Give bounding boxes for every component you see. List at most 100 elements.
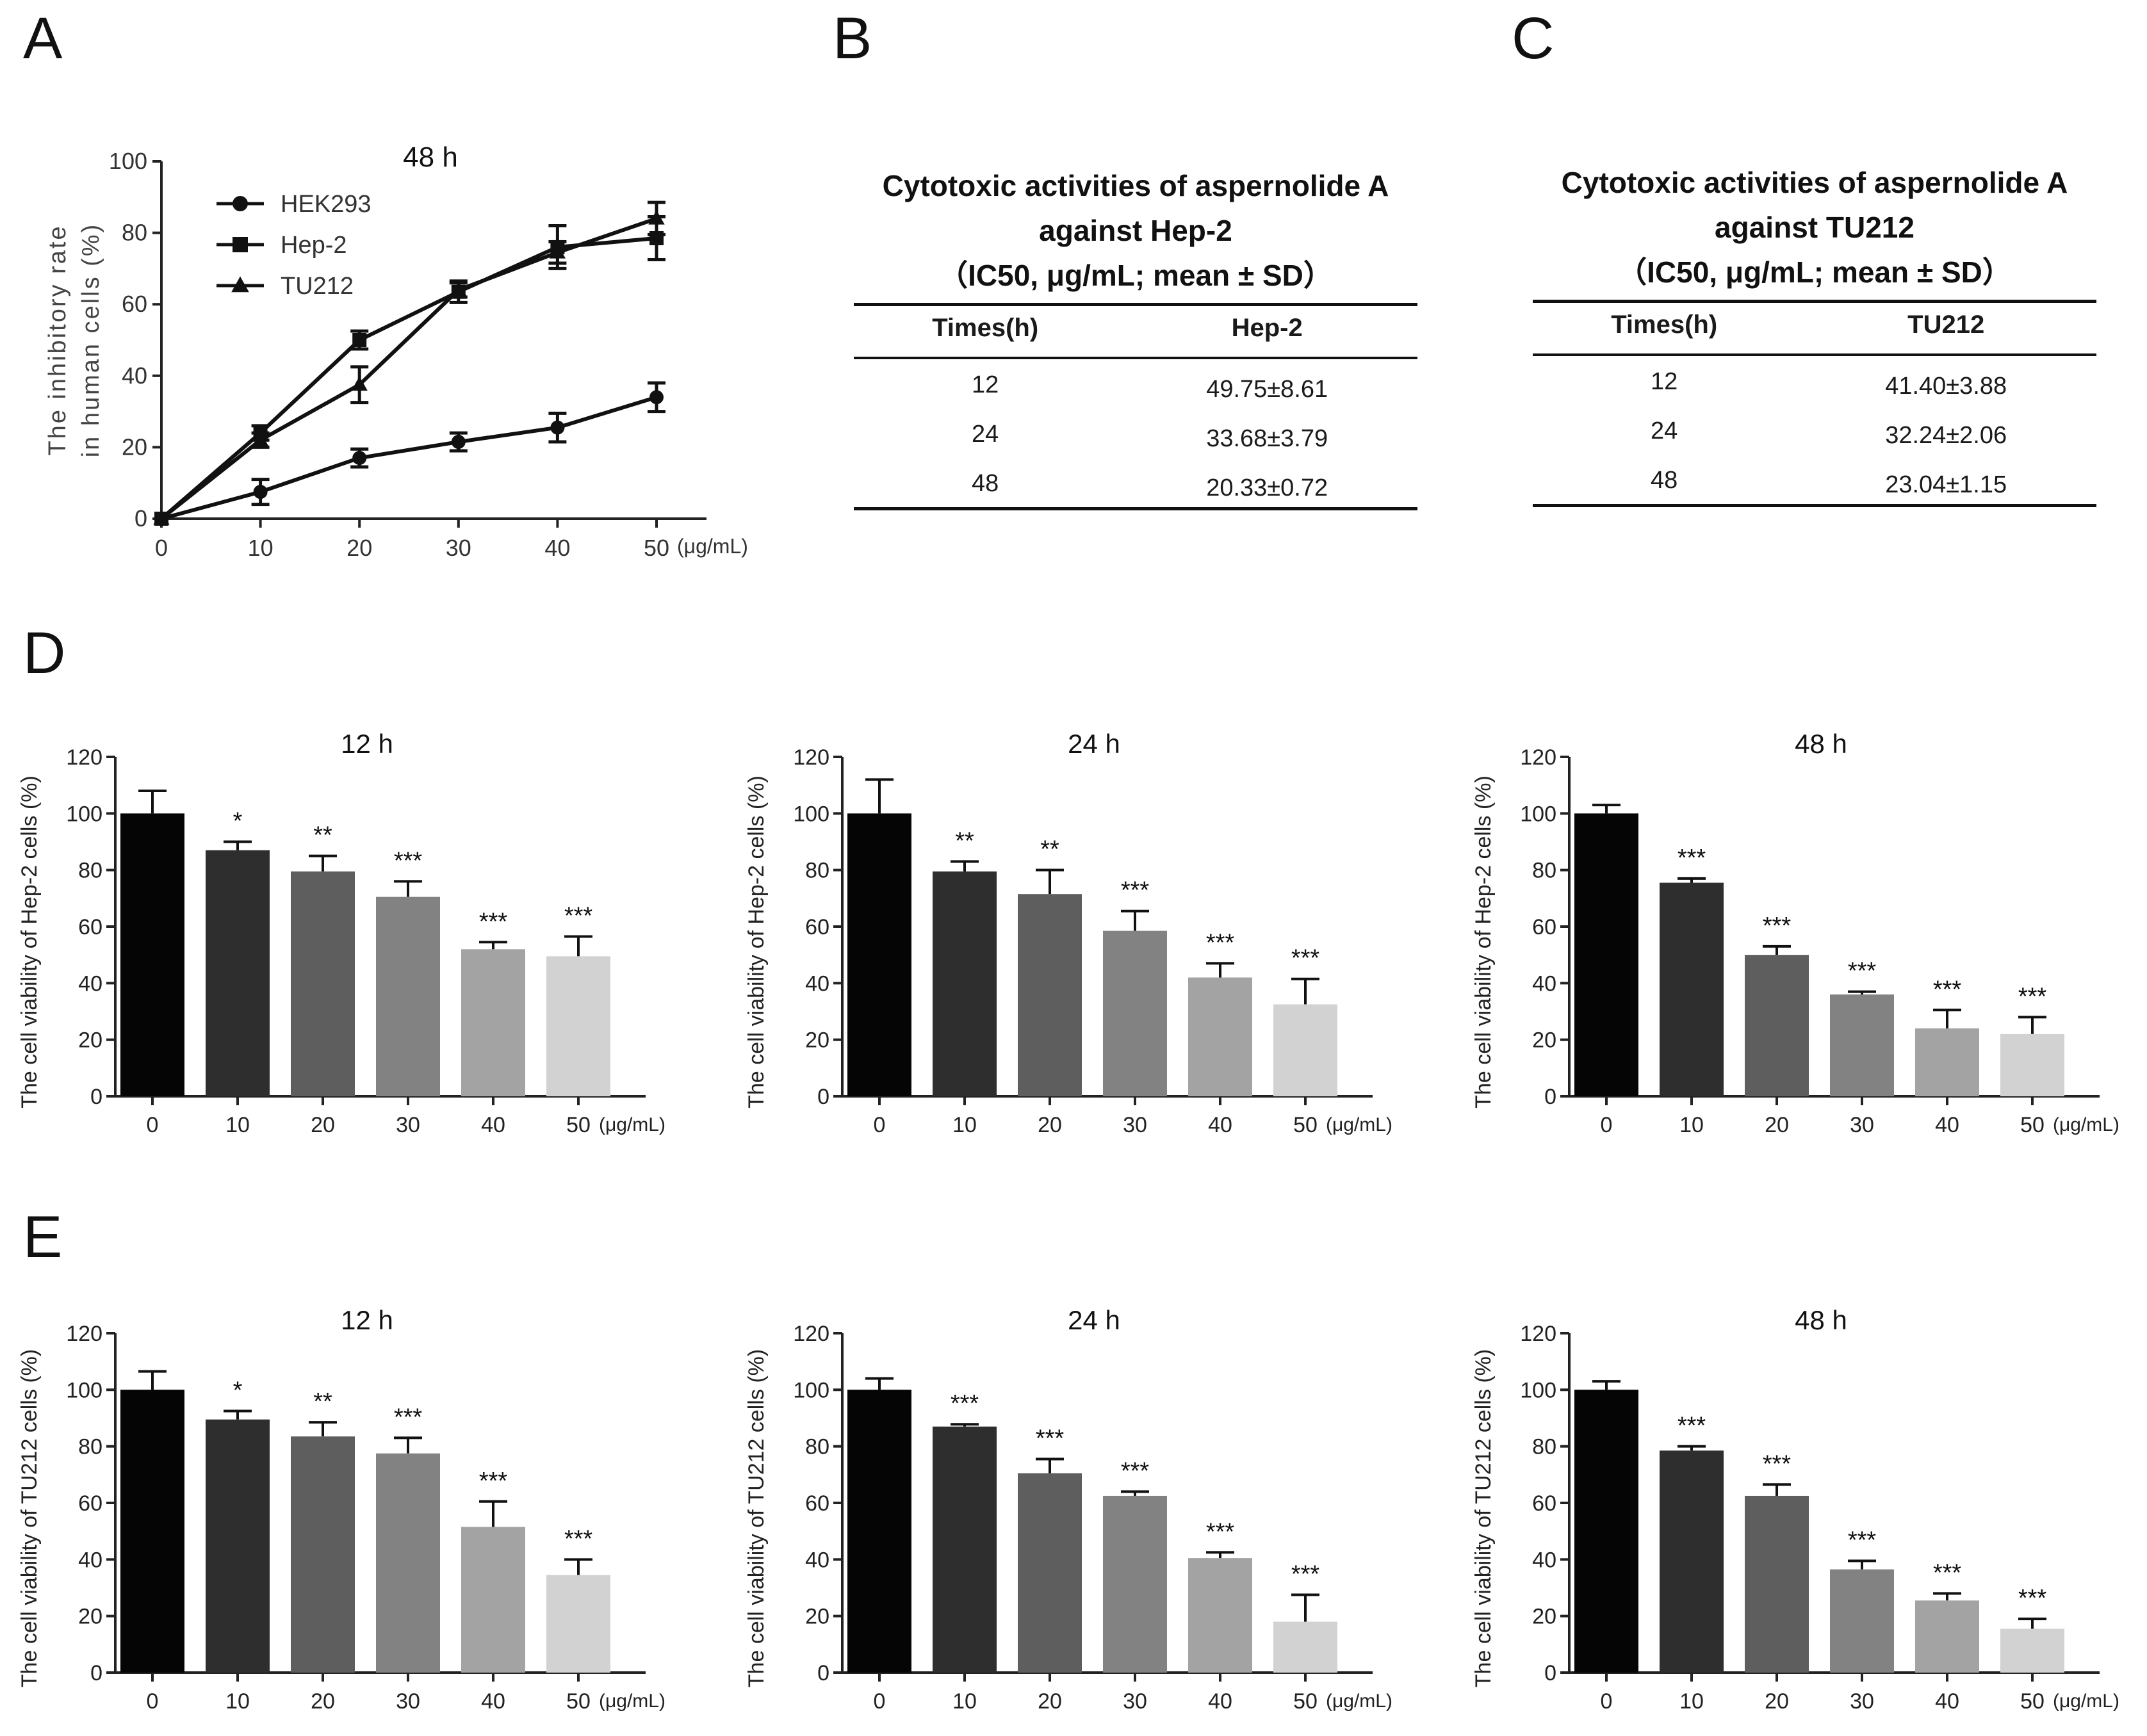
y-tick-label: 40 — [805, 971, 829, 996]
x-tick-label: 0 — [1601, 1113, 1613, 1137]
y-tick-label: 100 — [1520, 1378, 1556, 1402]
y-tick-label: 80 — [805, 859, 829, 883]
bar — [1574, 813, 1638, 1096]
bar — [461, 949, 525, 1096]
x-tick-label: 40 — [1208, 1689, 1232, 1714]
y-tick-label: 20 — [805, 1605, 829, 1629]
x-tick-label: 30 — [1850, 1113, 1874, 1137]
y-tick-label: 0 — [817, 1661, 829, 1685]
legend-marker — [233, 196, 248, 211]
data-point — [550, 420, 565, 435]
bar — [1915, 1600, 1979, 1673]
significance-marker: * — [233, 1377, 243, 1404]
table-row: 48 20.33±0.72 — [854, 458, 1417, 509]
y-tick-label: 100 — [66, 802, 102, 826]
y-tick-label: 80 — [78, 1435, 102, 1459]
cell-ic50: 23.04±1.15 — [1885, 471, 2007, 498]
panel-label-b: B — [833, 6, 872, 71]
x-tick-label: 10 — [248, 535, 273, 561]
ic50-table: Times(h) Hep-2 12 49.75±8.61 24 33.68±3.… — [854, 303, 1417, 510]
x-tick-label: 10 — [225, 1113, 250, 1137]
bar — [2000, 1628, 2064, 1673]
series-hep-2 — [154, 215, 665, 526]
bar — [1660, 1450, 1724, 1673]
x-tick-label: 30 — [1123, 1689, 1147, 1714]
y-tick-label: 120 — [66, 745, 102, 770]
bar — [546, 956, 610, 1096]
x-tick-label: 50 — [566, 1113, 591, 1137]
y-tick-label: 120 — [793, 1322, 829, 1346]
x-tick-label: 10 — [952, 1689, 977, 1714]
significance-marker: *** — [1206, 929, 1235, 956]
y-tick-label: 60 — [78, 915, 102, 939]
y-axis-label: The cell viability of TU212 cells (%) — [1471, 1349, 1496, 1687]
bar — [1188, 1558, 1252, 1673]
y-tick-label: 0 — [135, 505, 147, 531]
bar — [1103, 1495, 1167, 1673]
cell-ic50: 32.24±2.06 — [1885, 422, 2007, 449]
y-tick-label: 100 — [66, 1378, 102, 1402]
x-axis-unit: (μg/mL) — [1326, 1114, 1392, 1135]
table-title-line2: against Hep-2 — [1039, 214, 1232, 247]
bar — [120, 813, 184, 1096]
significance-marker: *** — [1763, 913, 1792, 939]
y-tick-label: 60 — [1532, 1491, 1556, 1516]
table-header-row: Times(h) TU212 — [1533, 301, 2096, 355]
y-tick-label: 120 — [1520, 1322, 1556, 1346]
data-point — [351, 376, 368, 391]
significance-marker: *** — [1206, 1518, 1235, 1545]
table-header-row: Times(h) Hep-2 — [854, 304, 1417, 358]
data-point — [252, 432, 269, 446]
bar — [546, 1575, 610, 1673]
significance-marker: *** — [1763, 1450, 1792, 1477]
x-tick-label: 40 — [1935, 1689, 1959, 1714]
y-tick-label: 80 — [122, 220, 147, 246]
y-axis-label: The cell viability of Hep-2 cells (%) — [1471, 775, 1496, 1108]
bar — [1273, 1004, 1337, 1096]
panel-label-d: D — [23, 621, 66, 686]
significance-marker: *** — [1121, 1457, 1150, 1484]
x-tick-label: 20 — [311, 1113, 335, 1137]
table-row: 48 23.04±1.15 — [1533, 455, 2096, 506]
chart-title: 48 h — [403, 142, 458, 173]
bar — [1830, 994, 1894, 1096]
x-tick-label: 10 — [225, 1689, 250, 1714]
data-point — [451, 435, 466, 450]
bar — [1745, 955, 1809, 1096]
y-tick-label: 120 — [66, 1322, 102, 1346]
cell-time: 24 — [972, 421, 999, 448]
table-title-line3: （IC50, μg/mL; mean ± SD） — [1617, 256, 2012, 289]
panel-label-e: E — [23, 1205, 63, 1270]
y-tick-label: 60 — [805, 915, 829, 939]
bar — [1188, 977, 1252, 1096]
bar — [1018, 1473, 1082, 1673]
y-tick-label: 20 — [1532, 1028, 1556, 1053]
table-row: 24 32.24±2.06 — [1533, 405, 2096, 455]
ic50-table: Times(h) TU212 12 41.40±3.88 24 32.24±2.… — [1533, 300, 2096, 507]
significance-marker: *** — [564, 1525, 593, 1552]
table-title-line1: Cytotoxic activities of aspernolide A — [1561, 166, 2068, 199]
line-chart-inhibitory-rate: 0 20 40 60 80 100 0 10 20 30 40 50 (μg/mL) 48 h The in… — [44, 142, 748, 561]
panel-label-c: C — [1512, 6, 1555, 71]
significance-marker: *** — [394, 847, 423, 874]
bar — [933, 871, 997, 1096]
x-tick-label: 20 — [1765, 1689, 1789, 1714]
bar — [206, 1419, 270, 1673]
x-tick-label: 20 — [1038, 1113, 1062, 1137]
x-tick-label: 20 — [311, 1689, 335, 1714]
x-tick-label: 50 — [566, 1689, 591, 1714]
x-tick-label: 50 — [2020, 1113, 2045, 1137]
x-tick-label: 30 — [1850, 1689, 1874, 1714]
significance-marker: *** — [1678, 845, 1706, 872]
table-title-line3: （IC50, μg/mL; mean ± SD） — [938, 259, 1333, 292]
legend-label: Hep-2 — [281, 232, 347, 259]
significance-marker: *** — [479, 1468, 508, 1495]
y-tick-label: 0 — [817, 1085, 829, 1109]
y-axis-label: The cell viability of TU212 cells (%) — [744, 1349, 769, 1687]
x-tick-label: 30 — [396, 1113, 420, 1137]
bar — [291, 871, 355, 1096]
bar — [1830, 1569, 1894, 1673]
bar — [461, 1527, 525, 1673]
cell-ic50: 41.40±3.88 — [1885, 373, 2007, 400]
x-axis-unit: (μg/mL) — [677, 535, 748, 558]
